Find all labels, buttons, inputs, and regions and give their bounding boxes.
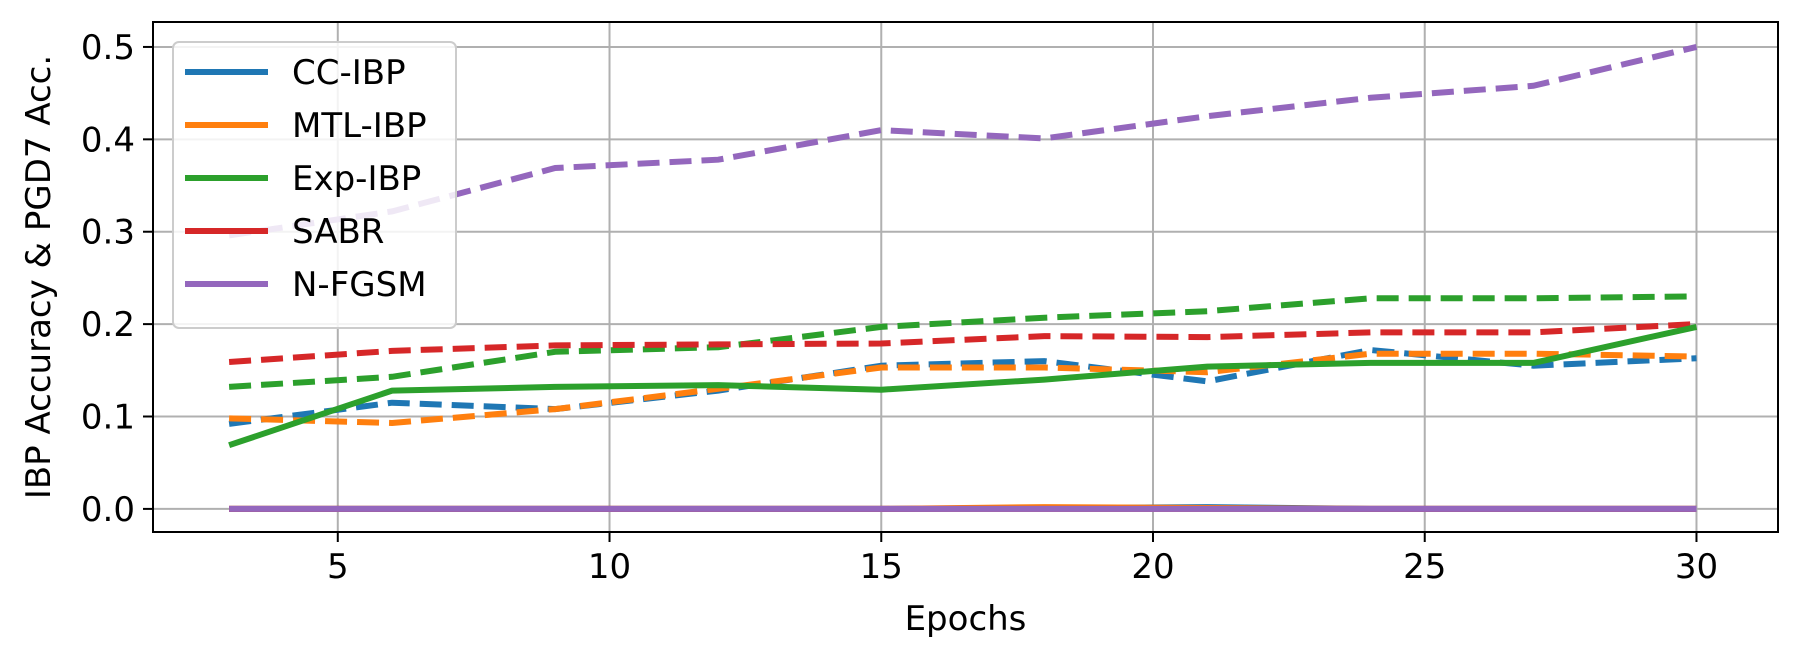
y-tick-label: 0.4 — [81, 120, 135, 160]
y-tick-label: 0.5 — [81, 28, 135, 68]
x-axis-label: Epochs — [905, 599, 1027, 639]
legend-label-exp-ibp: Exp-IBP — [292, 159, 421, 199]
x-tick-label: 10 — [588, 547, 631, 587]
x-tick-label: 25 — [1403, 547, 1446, 587]
plot-frame — [152, 21, 1779, 533]
x-tick-label: 15 — [860, 547, 903, 587]
exp-ibp-ibp-line — [228, 323, 1698, 449]
n-fgsm-pgd-line — [228, 43, 1698, 239]
x-tick-label: 5 — [327, 547, 349, 587]
y-tick-label: 0.0 — [81, 490, 135, 530]
cc-ibp-pgd-line — [228, 346, 1697, 427]
legend-label-n-fgsm: N-FGSM — [292, 265, 427, 305]
series-lines — [228, 43, 1698, 512]
x-tick-label: 20 — [1131, 547, 1174, 587]
sabr-pgd-line — [228, 321, 1697, 365]
legend-label-sabr: SABR — [292, 212, 384, 252]
exp-ibp-pgd-line — [228, 293, 1697, 390]
legend-box — [172, 41, 457, 329]
y-tick-label: 0.3 — [81, 213, 135, 253]
y-tick-label: 0.2 — [81, 305, 135, 345]
y-tick-label: 0.1 — [81, 398, 135, 438]
y-axis-label: IBP Accuracy & PGD7 Acc. — [19, 55, 59, 499]
legend-label-mtl-ibp: MTL-IBP — [292, 106, 427, 146]
x-tick-label: 30 — [1675, 547, 1718, 587]
legend: CC-IBP MTL-IBP Exp-IBP SABR N-FGSM — [172, 41, 457, 329]
axis-ticks: 5 10 15 20 25 30 0.0 0.1 0.2 0.3 0.4 0.5 — [81, 28, 1718, 587]
legend-label-cc-ibp: CC-IBP — [292, 53, 406, 93]
mtl-ibp-pgd-line — [229, 350, 1697, 427]
